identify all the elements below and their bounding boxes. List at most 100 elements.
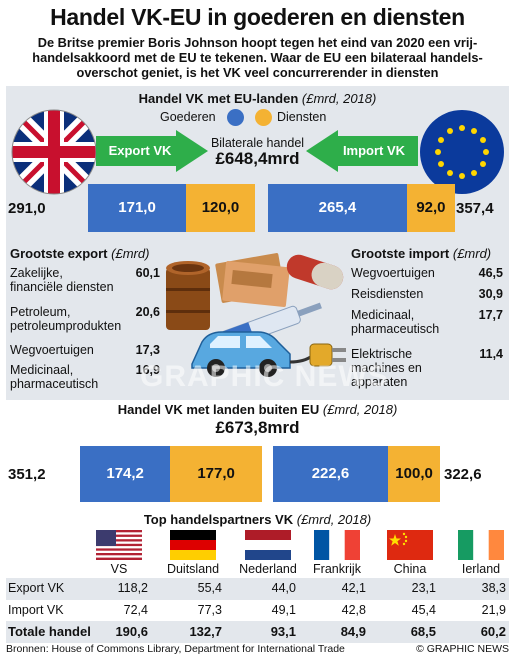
subtitle-line: handelsakkoord met de EU te tekenen. Waa… [32,50,483,65]
oil-barrel-icon [166,261,210,330]
table-cell: 68,5 [410,624,436,639]
table-row: Import VK 72,4 77,3 49,1 42,8 45,4 21,9 [6,600,509,622]
table-cell: 60,2 [480,624,506,639]
banknotes-icon [215,253,290,308]
table-cell: 42,8 [341,603,366,617]
table-cell: 118,2 [117,581,148,595]
list-item-label: Wegvoertuigen [10,343,94,357]
row-label: Export VK [8,581,65,595]
non-eu-export-goods-label: 174,2 [106,465,144,482]
eu-import-goods-bar [268,184,407,232]
source-note: Bronnen: House of Commons Library, Depar… [6,643,345,655]
list-item: Medicinaal, pharmaceutisch [351,308,439,336]
non-eu-import-goods-bar [272,446,389,502]
electric-plug-icon [289,343,346,367]
subtitle: De Britse premier Boris Johnson hoopt te… [10,35,505,80]
non-eu-total-value: £673,8mrd [215,418,300,437]
list-item-label: machines en [351,361,422,375]
page-title: Handel VK-EU in goederen en diensten [50,4,465,30]
table-cell: 45,4 [411,603,436,617]
list-item: Elektrische machines en apparaten [351,347,422,389]
row-label: Import VK [8,603,64,617]
table-cell: 21,9 [481,603,506,617]
list-item-label: Elektrische [351,347,413,361]
table-row: Export VK 118,2 55,4 44,0 42,1 23,1 38,3 [6,578,509,600]
non-eu-export-services-label: 177,0 [197,465,235,482]
list-item: Wegvoertuigen [10,343,94,357]
list-item-label: Zakelijke, [10,266,63,280]
ireland-flag-icon [458,530,504,560]
export-arrow-icon [96,130,208,172]
partners-heading-text: Top handelspartners VK [143,512,294,527]
list-item-label: Petroleum, [10,305,71,319]
non-eu-import-total: 322,6 [444,466,482,483]
top-import-unit: (£mrd) [452,246,492,261]
table-cell: 77,3 [197,603,222,617]
eu-heading-text: Handel VK met EU-landen [138,91,299,106]
top-import-title: Grootste import (£mrd) [351,246,491,261]
eu-export-services-label: 120,0 [201,199,240,216]
non-eu-export-services-bar [170,446,262,502]
table-cell: 38,3 [481,581,506,595]
eu-import-goods-label: 265,4 [318,199,357,216]
list-item-value: 16,9 [135,363,160,377]
list-item-value: 20,6 [135,305,160,319]
non-eu-heading-unit: (£mrd, 2018) [322,402,398,417]
top-import-title-text: Grootste import [351,246,450,261]
france-flag-icon [314,530,360,560]
import-label: Import VK [342,143,406,158]
eu-export-goods-bar [88,184,187,232]
table-row: Totale handel 190,6 132,7 93,1 84,9 68,5… [6,621,509,643]
row-label: Totale handel [8,624,91,639]
list-item: Petroleum, petroleumprodukten [10,305,121,333]
list-item: Medicinaal, pharmaceutisch [10,363,98,391]
list-item-label: Reisdiensten [351,287,424,301]
eu-export-services-bar [186,184,255,232]
list-item-label: Medicinaal, [10,363,74,377]
table-cell: 72,4 [123,603,148,617]
list-item: Wegvoertuigen [351,266,435,280]
table-cell: 132,7 [189,624,222,639]
eu-import-services-label: 92,0 [416,199,446,216]
eu-import-total: 357,4 [456,200,494,217]
car-icon [191,331,291,377]
eu-import-services-bar [406,184,455,232]
list-item-value: 17,7 [478,308,503,322]
import-arrow-icon [306,130,418,172]
list-item-value: 46,5 [478,266,503,280]
uk-flag-icon [11,109,97,195]
subtitle-line: overschot geniet, is het VK veel concurr… [76,65,439,80]
table-cell: 55,4 [197,581,222,595]
non-eu-import-goods-label: 222,6 [311,465,350,482]
partners-heading-unit: (£mrd, 2018) [296,512,372,527]
eu-export-total: 291,0 [8,200,46,217]
top-export-unit: (£mrd) [111,246,150,261]
credit: © GRAPHIC NEWS [416,643,509,655]
list-item-label: apparaten [351,375,408,389]
non-eu-export-total: 351,2 [8,466,46,483]
legend-goods-label: Goederen [160,110,216,124]
list-item-value: 17,3 [135,343,160,357]
list-item-label: Wegvoertuigen [351,266,435,280]
pill-icon [286,254,344,290]
non-eu-export-goods-bar [80,446,171,502]
table-cell: 44,0 [271,581,296,595]
legend-goods-swatch [227,109,244,126]
list-item-value: 11,4 [479,347,503,361]
non-eu-section-heading: Handel VK met landen buiten EU (£mrd, 20… [0,402,515,417]
list-item-label: pharmaceutisch [351,322,440,336]
partners-heading: Top handelspartners VK (£mrd, 2018) [0,512,515,527]
eu-flag-icon [420,110,504,194]
country-name: Nederland [239,562,297,576]
country-name: VS [110,562,128,576]
table-cell: 93,1 [270,624,296,639]
list-item-label: financiële diensten [10,280,114,294]
bilateral-label: Bilaterale handel [210,136,305,150]
legend-services-label: Diensten [277,110,327,124]
table-cell: 190,6 [115,624,148,639]
table-cell: 84,9 [340,624,366,639]
eu-heading-unit: (£mrd, 2018) [301,91,377,106]
export-label: Export VK [108,143,172,158]
subtitle-line: De Britse premier Boris Johnson hoopt te… [37,35,478,50]
table-cell: 42,1 [341,581,366,595]
